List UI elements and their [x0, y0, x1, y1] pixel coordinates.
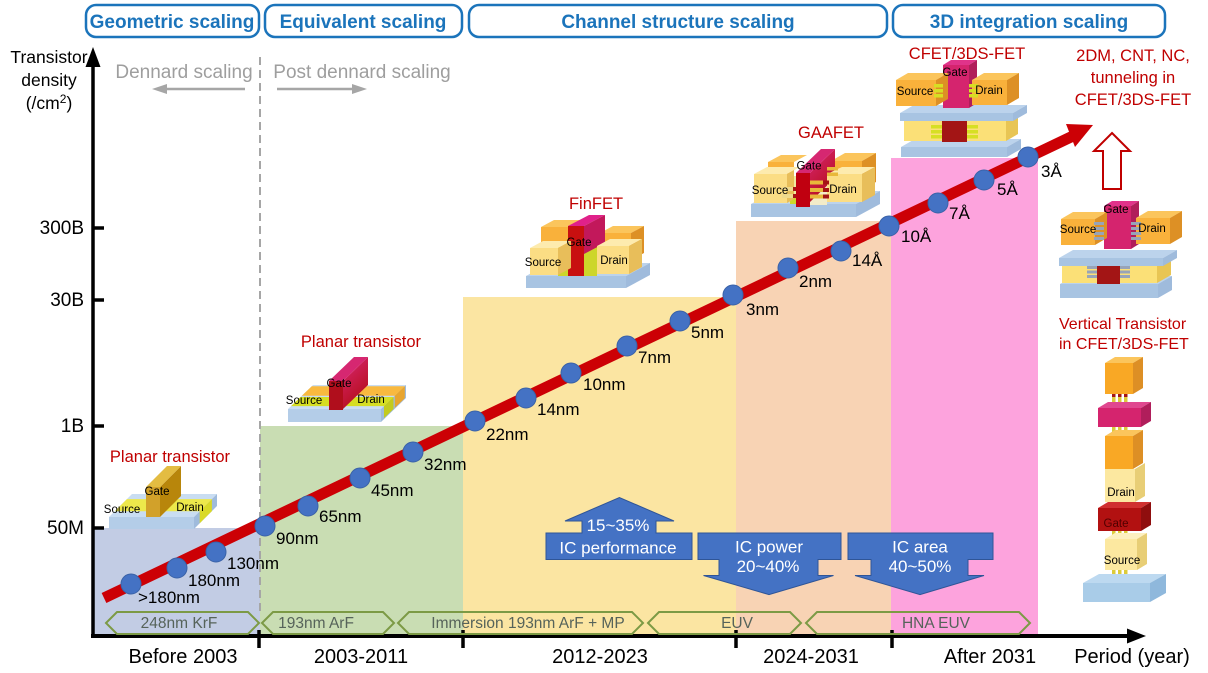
svg-text:65nm: 65nm [319, 507, 362, 526]
svg-text:30B: 30B [50, 290, 84, 311]
svg-text:3Å: 3Å [1041, 162, 1062, 181]
svg-text:Dennard scaling: Dennard scaling [115, 62, 252, 83]
svg-text:Gate: Gate [567, 237, 592, 249]
svg-text:GAAFET: GAAFET [798, 124, 864, 142]
svg-text:HNA EUV: HNA EUV [902, 615, 971, 632]
svg-text:density: density [21, 70, 77, 90]
svg-text:180nm: 180nm [188, 571, 240, 590]
svg-text:Source: Source [897, 86, 933, 98]
svg-text:300B: 300B [40, 218, 84, 239]
svg-text:2024-2031: 2024-2031 [763, 646, 859, 668]
svg-text:Post dennard scaling: Post dennard scaling [273, 62, 450, 83]
svg-text:>180nm: >180nm [138, 588, 200, 607]
svg-text:IC area: IC area [892, 538, 948, 557]
svg-text:Drain: Drain [600, 255, 627, 267]
svg-text:45nm: 45nm [371, 481, 414, 500]
svg-text:After 2031: After 2031 [944, 646, 1036, 668]
svg-text:Source: Source [104, 504, 140, 516]
svg-text:(/cm2): (/cm2) [26, 92, 73, 113]
svg-text:14Å: 14Å [852, 251, 883, 270]
svg-text:Source: Source [525, 257, 561, 269]
svg-text:32nm: 32nm [424, 455, 467, 474]
svg-text:14nm: 14nm [537, 400, 580, 419]
svg-text:IC performance: IC performance [559, 539, 676, 558]
svg-text:193nm ArF: 193nm ArF [278, 615, 354, 632]
svg-text:2003-2011: 2003-2011 [314, 646, 408, 668]
svg-text:Drain: Drain [975, 85, 1002, 97]
svg-text:Vertical Transistor: Vertical Transistor [1059, 316, 1187, 333]
svg-text:Gate: Gate [145, 486, 170, 498]
svg-text:5Å: 5Å [997, 180, 1018, 199]
svg-text:2012-2023: 2012-2023 [552, 646, 648, 668]
svg-text:Equivalent scaling: Equivalent scaling [280, 12, 447, 33]
svg-text:130nm: 130nm [227, 554, 279, 573]
svg-text:Geometric scaling: Geometric scaling [90, 12, 255, 33]
svg-text:7nm: 7nm [638, 348, 671, 367]
svg-text:IC power: IC power [735, 538, 803, 557]
svg-text:CFET/3DS-FET: CFET/3DS-FET [1075, 91, 1191, 109]
svg-text:Drain: Drain [1107, 487, 1134, 499]
svg-text:Drain: Drain [176, 502, 203, 514]
svg-text:Source: Source [1104, 555, 1140, 567]
svg-text:Before 2003: Before 2003 [129, 646, 238, 668]
svg-text:1B: 1B [61, 416, 84, 437]
svg-text:FinFET: FinFET [569, 195, 623, 213]
svg-text:Period (year): Period (year) [1074, 646, 1190, 668]
svg-text:Channel structure scaling: Channel structure scaling [561, 12, 794, 33]
svg-text:5nm: 5nm [691, 323, 724, 342]
svg-text:10nm: 10nm [583, 375, 626, 394]
svg-text:50M: 50M [47, 518, 84, 539]
svg-text:20~40%: 20~40% [737, 557, 800, 576]
svg-text:in CFET/3DS-FET: in CFET/3DS-FET [1059, 336, 1189, 353]
svg-text:tunneling in: tunneling in [1091, 69, 1175, 87]
svg-text:Transistor: Transistor [10, 47, 87, 67]
svg-text:40~50%: 40~50% [889, 557, 952, 576]
svg-text:90nm: 90nm [276, 529, 319, 548]
svg-text:CFET/3DS-FET: CFET/3DS-FET [909, 45, 1025, 63]
svg-text:Source: Source [752, 185, 788, 197]
svg-text:Gate: Gate [1104, 204, 1129, 216]
svg-text:248nm KrF: 248nm KrF [141, 615, 218, 632]
svg-text:3nm: 3nm [746, 300, 779, 319]
svg-text:3D integration scaling: 3D integration scaling [930, 12, 1128, 33]
svg-text:EUV: EUV [721, 615, 754, 632]
svg-text:Gate: Gate [797, 161, 822, 173]
svg-text:2nm: 2nm [799, 272, 832, 291]
svg-text:2DM, CNT, NC,: 2DM, CNT, NC, [1076, 47, 1190, 65]
svg-text:7Å: 7Å [949, 204, 970, 223]
svg-text:Drain: Drain [357, 394, 384, 406]
svg-text:Gate: Gate [1104, 518, 1129, 530]
svg-text:Planar transistor: Planar transistor [301, 333, 422, 351]
svg-text:Drain: Drain [1138, 223, 1165, 235]
svg-text:10Å: 10Å [901, 227, 932, 246]
svg-text:Immersion 193nm ArF + MP: Immersion 193nm ArF + MP [431, 615, 624, 632]
svg-text:Gate: Gate [943, 67, 968, 79]
svg-text:Gate: Gate [327, 378, 352, 390]
svg-text:Source: Source [1060, 224, 1096, 236]
svg-text:22nm: 22nm [486, 425, 529, 444]
svg-text:Planar transistor: Planar transistor [110, 448, 231, 466]
svg-text:15~35%: 15~35% [587, 516, 650, 535]
svg-text:Drain: Drain [829, 184, 856, 196]
svg-text:Source: Source [286, 395, 322, 407]
